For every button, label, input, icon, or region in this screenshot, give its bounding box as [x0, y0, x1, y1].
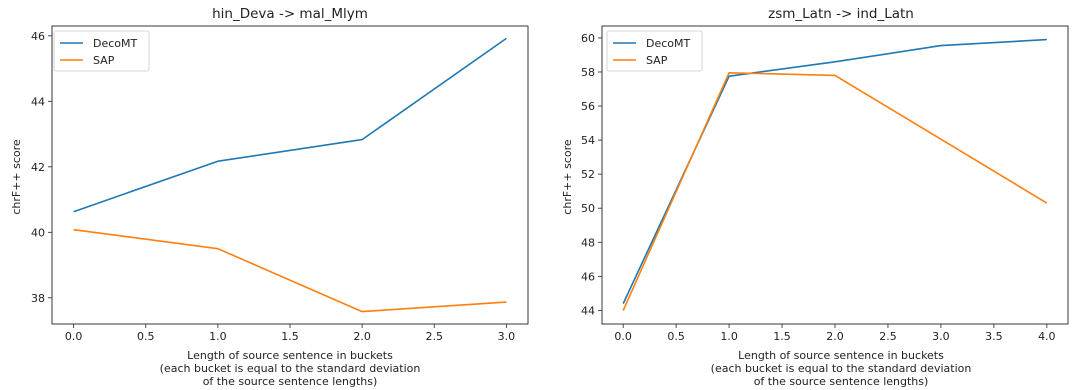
legend-label-decomt: DecoMT — [93, 37, 138, 50]
y-tick-label: 44 — [31, 95, 45, 108]
x-tick-label: 1.5 — [773, 330, 791, 343]
x-axis-label-line2: (each bucket is equal to the standard de… — [711, 362, 972, 375]
legend-label-sap: SAP — [646, 54, 668, 67]
x-axis-label-line2: (each bucket is equal to the standard de… — [160, 362, 421, 375]
x-tick-label: 0.5 — [137, 330, 155, 343]
x-tick-label: 2.0 — [826, 330, 844, 343]
y-tick-label: 54 — [581, 134, 595, 147]
y-tick-label: 46 — [581, 270, 595, 283]
y-tick-label: 46 — [31, 30, 45, 43]
axis-ticks: 0.0 0.5 1.0 1.5 2.0 2.5 3.0 38 40 42 44 46 — [31, 30, 515, 343]
x-axis-label-line1: Length of source sentence in buckets — [187, 349, 393, 362]
y-tick-label: 50 — [581, 202, 595, 215]
legend-label-decomt: DecoMT — [646, 37, 691, 50]
legend: DecoMT SAP — [606, 30, 703, 72]
x-axis-label-line3: of the source sentence lengths) — [203, 375, 378, 388]
plot-frame — [601, 25, 1069, 325]
x-axis-label-line3: of the source sentence lengths) — [754, 375, 929, 388]
series-line-decomt — [622, 38, 1047, 304]
y-tick-label: 44 — [581, 304, 595, 317]
x-axis-label-line1: Length of source sentence in buckets — [738, 349, 944, 362]
series-lines — [622, 38, 1048, 311]
x-tick-label: 4.0 — [1038, 330, 1056, 343]
x-tick-label: 2.0 — [353, 330, 371, 343]
chart-title: zsm_Latn -> ind_Latn — [768, 6, 914, 22]
chart-hin-mal: hin_Deva -> mal_Mlym chrF++ score Length… — [10, 6, 529, 388]
legend-box — [606, 30, 703, 72]
series-lines — [73, 37, 507, 313]
y-tick-label: 58 — [581, 66, 595, 79]
x-tick-label: 3.0 — [498, 330, 516, 343]
x-tick-label: 0.0 — [65, 330, 83, 343]
x-tick-label: 3.5 — [985, 330, 1003, 343]
legend-label-sap: SAP — [93, 54, 115, 67]
y-axis-label: chrF++ score — [561, 139, 574, 215]
chart-zsm-ind: zsm_Latn -> ind_Latn chrF++ score Length… — [561, 6, 1069, 388]
x-tick-label: 1.5 — [281, 330, 299, 343]
series-line-decomt — [73, 37, 507, 213]
series-line-sap — [73, 228, 507, 313]
chart-title: hin_Deva -> mal_Mlym — [212, 6, 368, 22]
y-tick-label: 52 — [581, 168, 595, 181]
x-tick-label: 3.0 — [932, 330, 950, 343]
legend-box — [53, 30, 150, 72]
x-tick-label: 2.5 — [425, 330, 443, 343]
y-tick-label: 56 — [581, 100, 595, 113]
y-tick-label: 60 — [581, 32, 595, 45]
y-tick-label: 42 — [31, 161, 45, 174]
x-tick-label: 0.5 — [667, 330, 685, 343]
y-tick-label: 40 — [31, 226, 45, 239]
x-tick-label: 1.0 — [209, 330, 227, 343]
x-tick-label: 1.0 — [720, 330, 738, 343]
x-tick-label: 2.5 — [879, 330, 897, 343]
series-line-sap — [622, 72, 1048, 311]
y-tick-label: 38 — [31, 292, 45, 305]
y-axis-label: chrF++ score — [10, 139, 23, 215]
y-tick-label: 48 — [581, 236, 595, 249]
axis-ticks: 0.0 0.5 1.0 1.5 2.0 2.5 3.0 3.5 4.0 44 46 48 50 52 54 5… — [581, 32, 1056, 343]
plot-frame — [51, 25, 529, 325]
x-tick-label: 0.0 — [614, 330, 632, 343]
legend: DecoMT SAP — [53, 30, 150, 72]
